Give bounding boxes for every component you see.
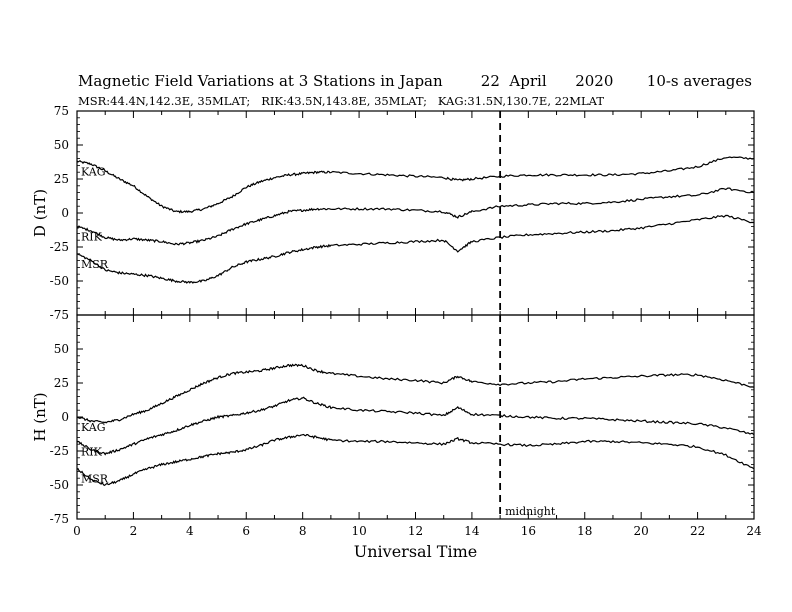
series-label-msr: MSR [81,258,109,271]
chart-title: Magnetic Field Variations at 3 Stations … [78,72,752,90]
y-axis-label: H (nT) [31,392,49,441]
series-label-kag: KAG [81,165,106,178]
y-tick-label: -25 [50,240,69,254]
series-label-msr: MSR [81,473,109,486]
x-tick-label: 0 [73,524,81,538]
x-tick-label: 24 [746,524,762,538]
x-tick-label: 20 [634,524,649,538]
series-label-rik: RIK [81,445,103,458]
y-tick-label: 75 [54,104,69,118]
series-line-msr-bottom [76,433,755,487]
y-tick-label: -50 [50,478,69,492]
x-tick-label: 12 [408,524,423,538]
x-tick-label: 8 [299,524,307,538]
series-label-rik: RIK [81,231,103,244]
y-tick-label: 0 [61,410,69,424]
x-tick-label: 14 [464,524,480,538]
series-line-kag-bottom [76,363,755,424]
plot-frame-bottom [76,314,755,520]
y-tick-label: -50 [50,274,69,288]
x-axis-label: Universal Time [354,542,477,561]
x-tick-label: 2 [130,524,138,538]
series-label-kag: KAG [81,421,106,434]
series-line-msr-top [76,214,755,284]
y-tick-label: 25 [54,172,69,186]
series-line-rik-bottom [76,396,755,456]
midnight-label: midnight [505,505,556,518]
y-tick-label: -25 [50,444,69,458]
x-tick-label: 18 [577,524,592,538]
y-tick-label: 50 [54,342,69,356]
x-tick-label: 6 [242,524,250,538]
y-tick-label: -75 [50,512,69,526]
y-tick-label: 0 [61,206,69,220]
x-tick-label: 4 [186,524,194,538]
y-tick-label: 25 [54,376,69,390]
x-tick-label: 16 [521,524,536,538]
plot-frame-top [76,110,755,316]
series-line-kag-top [76,156,755,214]
series-line-rik-top [76,187,755,246]
x-tick-label: 22 [690,524,705,538]
chart-subtitle: MSR:44.4N,142.3E, 35MLAT; RIK:43.5N,143.… [78,94,605,108]
x-tick-label: 10 [351,524,366,538]
y-tick-label: 50 [54,138,69,152]
y-tick-label: -75 [50,308,69,322]
y-axis-label: D (nT) [31,189,49,237]
